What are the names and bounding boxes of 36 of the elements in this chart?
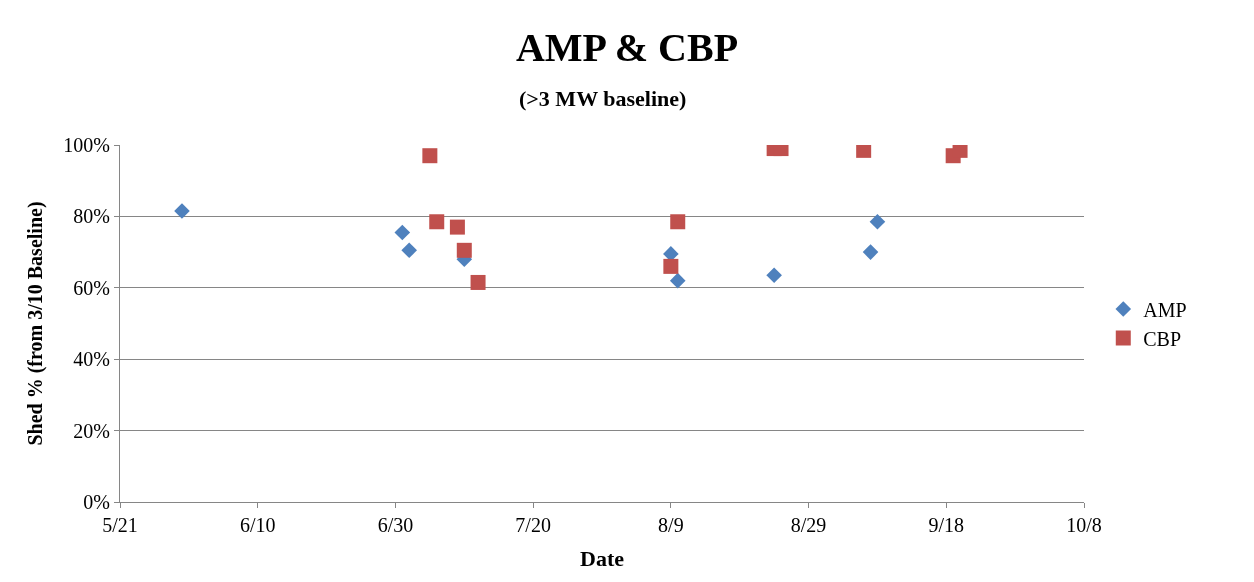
y-tick-label: 100% [63,134,110,156]
x-tick-label: 6/10 [239,514,276,536]
point [862,244,879,260]
y-tick-label: 0% [83,491,110,513]
point [401,242,417,259]
point [429,214,445,230]
y-tick-label: 40% [73,348,110,371]
y-tick-label: 80% [73,205,110,228]
x-tick-label: 8/29 [790,514,827,536]
x-axis-title: Date [580,545,625,571]
x-tick-label: 9/18 [928,514,965,536]
point [952,145,968,158]
x-tick-label: 6/30 [377,514,414,536]
point [394,224,411,241]
point [869,213,886,230]
point [670,214,686,230]
legend-label: AMP [1143,298,1187,321]
x-tick-label: 10/8 [1066,514,1102,536]
x-tick-label: 5/21 [102,514,138,536]
point [669,272,686,289]
x-tick-label: 7/20 [515,514,551,536]
chart-subtitle: (>3 MW baseline) [519,86,687,111]
point [449,219,465,235]
chart-title: AMP & CBP [515,24,739,70]
point [470,274,486,290]
x-tick-label: 8/9 [658,514,684,536]
point [766,267,782,284]
legend-label: CBP [1143,327,1182,350]
y-axis-title: Shed % (from 3/10 Baseline) [23,201,47,446]
y-tick-label: 20% [73,419,110,442]
point [422,148,438,164]
point [663,258,679,274]
y-tick-label: 60% [73,276,110,299]
point [174,203,190,219]
point [456,242,472,258]
point [856,145,872,158]
